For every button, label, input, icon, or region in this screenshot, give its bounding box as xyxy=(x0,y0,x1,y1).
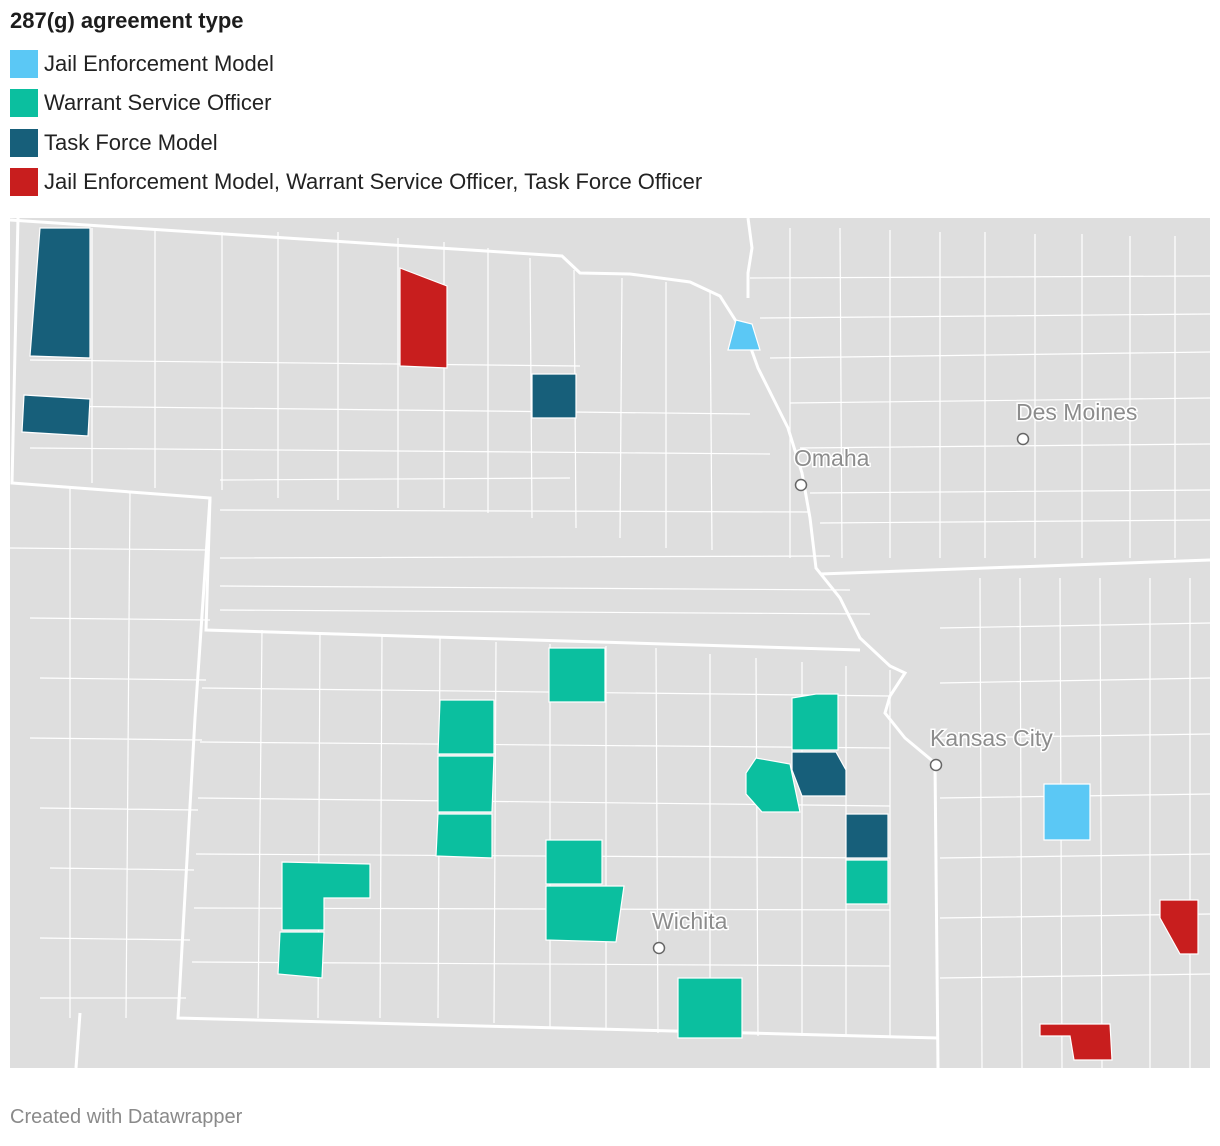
county-warrant-service-9[interactable] xyxy=(677,977,743,1039)
state-borders xyxy=(10,218,1210,1068)
county-all-three-1[interactable] xyxy=(399,267,448,369)
city-label-omaha: Omaha xyxy=(794,445,870,471)
legend-item-warrant-service: Warrant Service Officer xyxy=(10,84,702,124)
city-marker-des-moines xyxy=(1016,432,1030,446)
footer-credit: Created with Datawrapper xyxy=(10,1106,243,1128)
legend-swatch-all-three xyxy=(10,168,38,197)
county-task-force-3[interactable] xyxy=(531,373,577,419)
county-warrant-service-5[interactable] xyxy=(281,861,371,931)
city-wichita: Wichita xyxy=(651,907,729,955)
county-warrant-service-2[interactable] xyxy=(437,699,495,755)
legend-label-warrant-service: Warrant Service Officer xyxy=(44,90,272,116)
county-warrant-service-6[interactable] xyxy=(277,931,325,979)
city-marker-omaha xyxy=(794,478,808,492)
county-warrant-service-7[interactable] xyxy=(545,839,603,885)
legend-label-jail-enforcement: Jail Enforcement Model xyxy=(44,50,274,76)
county-jail-enforcement-1[interactable] xyxy=(727,319,761,351)
county-all-three-3[interactable] xyxy=(1039,1023,1113,1061)
legend-label-task-force: Task Force Model xyxy=(44,129,218,155)
city-marker-kansas-city xyxy=(929,758,943,772)
county-warrant-service-3[interactable] xyxy=(437,755,495,813)
legend-title: 287(g) agreement type xyxy=(10,8,244,33)
legend-swatch-warrant-service xyxy=(10,89,38,118)
county-warrant-service-4[interactable] xyxy=(435,813,493,859)
county-warrant-service-8[interactable] xyxy=(545,885,625,943)
legend-item-jail-enforcement: Jail Enforcement Model xyxy=(10,44,702,84)
county-task-force-4[interactable] xyxy=(791,751,847,797)
county-warrant-service-12[interactable] xyxy=(845,859,889,905)
legend-item-task-force: Task Force Model xyxy=(10,123,702,163)
highlighted-counties xyxy=(21,227,1199,1061)
county-jail-enforcement-2[interactable] xyxy=(1043,783,1091,841)
county-task-force-2[interactable] xyxy=(21,394,91,437)
county-warrant-service-11[interactable] xyxy=(745,757,801,813)
county-warrant-service-1[interactable] xyxy=(548,647,606,703)
city-kansas-city: Kansas City xyxy=(929,724,1055,772)
city-marker-wichita xyxy=(652,941,666,955)
city-label-des-moines: Des Moines xyxy=(1016,399,1137,425)
county-task-force-1[interactable] xyxy=(29,227,91,359)
legend-label-all-three: Jail Enforcement Model, Warrant Service … xyxy=(44,169,703,195)
city-des-moines: Des Moines xyxy=(1015,398,1139,446)
county-map[interactable]: Des Moines Omaha Kansas City Wichita xyxy=(10,218,1210,1068)
county-borders xyxy=(10,227,1210,1068)
legend-swatch-task-force xyxy=(10,128,38,157)
county-all-three-2[interactable] xyxy=(1159,899,1199,955)
county-warrant-service-10[interactable] xyxy=(791,693,839,751)
city-omaha: Omaha xyxy=(793,444,871,492)
city-label-wichita: Wichita xyxy=(652,908,728,934)
legend-swatch-jail-enforcement xyxy=(10,49,38,78)
city-label-kansas-city: Kansas City xyxy=(930,725,1053,751)
county-task-force-5[interactable] xyxy=(845,813,889,859)
legend: Jail Enforcement Model Warrant Service O… xyxy=(10,44,702,202)
legend-item-all-three: Jail Enforcement Model, Warrant Service … xyxy=(10,163,702,203)
